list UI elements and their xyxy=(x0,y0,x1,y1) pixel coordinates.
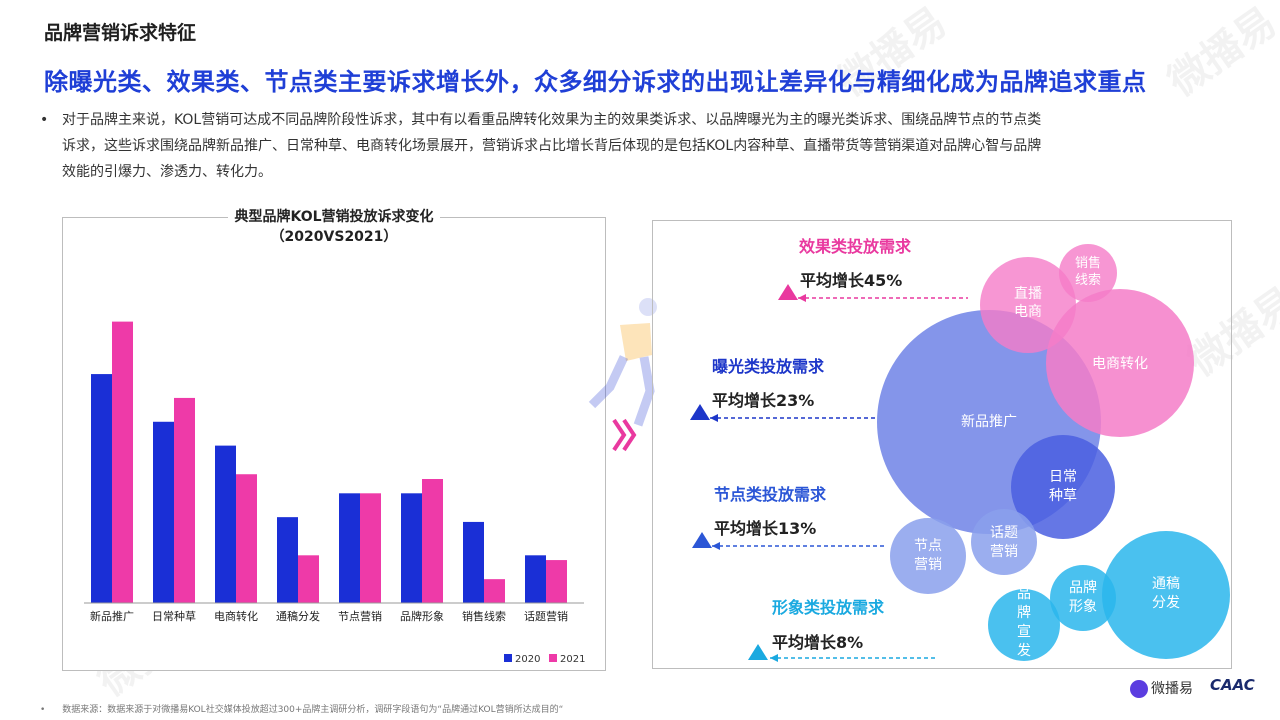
group-title-image: 形象类投放需求 xyxy=(772,598,885,617)
intro-line: 对于品牌主来说，KOL营销可达成不同品牌阶段性诉求，其中有以看重品牌转化效果为主… xyxy=(62,112,1042,128)
bar-chart: 新品推广 日常种草 电商转化 通稿分发 节点营销 品牌形象 销售线索 话题营销 2020 20… xyxy=(84,321,585,665)
bubble-label: 品牌宣发 xyxy=(1017,586,1031,659)
bubble-brand-promotion xyxy=(988,589,1060,661)
bubble-label: 品牌形象 xyxy=(1069,579,1097,615)
x-tick-label: 品牌形象 xyxy=(400,609,444,623)
play-icon xyxy=(1130,680,1148,698)
group-growth-node: 平均增长13% xyxy=(714,519,816,538)
group-title-exposure: 曝光类投放需求 xyxy=(712,357,825,376)
bubble-label: 日常种草 xyxy=(1049,469,1077,504)
bubble-brand-image xyxy=(1050,565,1116,631)
bubble-panel: 新品推广 电商转化 直播电商 销售线索 日常种草 节点营销 话题营销 通稿分发 … xyxy=(690,237,1230,662)
chart-subtitle: （2020VS2021） xyxy=(270,229,398,245)
bar-2020-品牌形象 xyxy=(401,493,422,603)
bubble-label: 通稿分发 xyxy=(1152,576,1180,611)
bullet-dot: • xyxy=(40,705,46,715)
legend-label-2021: 2021 xyxy=(560,654,585,665)
legend-swatch-2021 xyxy=(549,654,557,662)
triangle-icon xyxy=(778,284,798,300)
bar-chart-frame xyxy=(62,217,606,671)
bar-2020-通稿分发 xyxy=(277,517,298,603)
group-title-node: 节点类投放需求 xyxy=(714,485,827,504)
chart-title: 典型品牌KOL营销投放诉求变化 xyxy=(228,209,440,225)
bubble-live-ecommerce xyxy=(980,257,1076,353)
bar-2020-新品推广 xyxy=(91,374,112,603)
brand-logo-text: 微播易 xyxy=(1151,681,1193,697)
bubble-topic-marketing xyxy=(971,509,1037,575)
group-growth-exposure: 平均增长23% xyxy=(712,391,814,410)
source-text: 数据来源：数据来源于对微播易KOL社交媒体投放超过300+品牌主调研分析，调研字… xyxy=(62,705,564,715)
watermark: 微播易 xyxy=(1159,0,1280,106)
bar-2020-话题营销 xyxy=(525,555,546,603)
bar-2021-新品推广 xyxy=(112,321,133,603)
bar-2021-通稿分发 xyxy=(298,555,319,603)
bubble-label: 话题营销 xyxy=(990,525,1018,560)
bubble-daily-seeding xyxy=(1011,435,1115,539)
chart-title-block: 典型品牌KOL营销投放诉求变化 （2020VS2021） xyxy=(62,207,606,247)
bar-2020-电商转化 xyxy=(215,445,236,603)
group-growth-effect: 平均增长45% xyxy=(800,271,902,290)
x-tick-label: 节点营销 xyxy=(338,609,382,623)
x-tick-label: 销售线索 xyxy=(462,609,506,623)
bubble-ecommerce xyxy=(1046,289,1194,437)
arrow-head-icon xyxy=(798,294,806,302)
bar-2020-日常种草 xyxy=(153,421,174,603)
bubble-label: 节点营销 xyxy=(914,538,942,573)
bubble-node-marketing xyxy=(890,518,966,594)
x-tick-label: 话题营销 xyxy=(524,609,568,623)
caac-logo: CAAC xyxy=(1210,676,1255,694)
x-tick-label: 电商转化 xyxy=(214,609,258,623)
data-source-note: • 数据来源：数据来源于对微播易KOL社交媒体投放超过300+品牌主调研分析，调… xyxy=(40,702,563,715)
x-tick-label: 日常种草 xyxy=(152,609,196,623)
intro-text: 对于品牌主来说，KOL营销可达成不同品牌阶段性诉求，其中有以看重品牌转化效果为主… xyxy=(62,107,1242,185)
legend-swatch-2020 xyxy=(504,654,512,662)
triangle-icon xyxy=(748,644,768,660)
group-title-effect: 效果类投放需求 xyxy=(799,237,912,256)
bar-2021-话题营销 xyxy=(546,560,567,603)
chart-legend: 2020 2021 xyxy=(504,654,585,665)
bubble-label: 直播电商 xyxy=(1014,285,1042,320)
page-headline: 除曝光类、效果类、节点类主要诉求增长外，众多细分诉求的出现让差异化与精细化成为品… xyxy=(44,68,1147,96)
arrow-head-icon xyxy=(710,414,718,422)
triangle-icon xyxy=(690,404,710,420)
legend-label-2020: 2020 xyxy=(515,654,540,665)
arrow-head-icon xyxy=(712,542,720,550)
bar-2021-日常种草 xyxy=(174,397,195,603)
runner-illustration xyxy=(588,298,657,427)
bubble-label: 电商转化 xyxy=(1092,356,1148,372)
bar-2020-销售线索 xyxy=(463,521,484,603)
intro-line: 诉求，这些诉求围绕品牌新品推广、日常种草、电商转化场景展开，营销诉求占比增长背后… xyxy=(62,138,1042,154)
bar-2021-电商转化 xyxy=(236,474,257,603)
intro-line: 效能的引爆力、渗透力、转化力。 xyxy=(62,164,272,180)
brand-logo: 微播易 xyxy=(1130,678,1193,698)
bar-2021-品牌形象 xyxy=(422,479,443,603)
bubble-sales-leads xyxy=(1059,244,1117,302)
bullet-dot: • xyxy=(40,112,49,128)
bar-2020-节点营销 xyxy=(339,493,360,603)
chevron-right-icon xyxy=(612,418,637,452)
section-title: 品牌营销诉求特征 xyxy=(44,22,197,44)
x-tick-label: 通稿分发 xyxy=(276,609,320,623)
triangle-icon xyxy=(692,532,712,548)
bar-2021-销售线索 xyxy=(484,579,505,603)
bubble-press-release xyxy=(1102,531,1230,659)
bubble-panel-frame xyxy=(652,220,1232,669)
arrow-head-icon xyxy=(770,654,778,662)
bubble-label: 新品推广 xyxy=(961,414,1017,430)
x-tick-label: 新品推广 xyxy=(90,609,134,623)
group-growth-image: 平均增长8% xyxy=(772,633,863,652)
bar-2021-节点营销 xyxy=(360,493,381,603)
bubble-label: 销售线索 xyxy=(1075,255,1101,288)
